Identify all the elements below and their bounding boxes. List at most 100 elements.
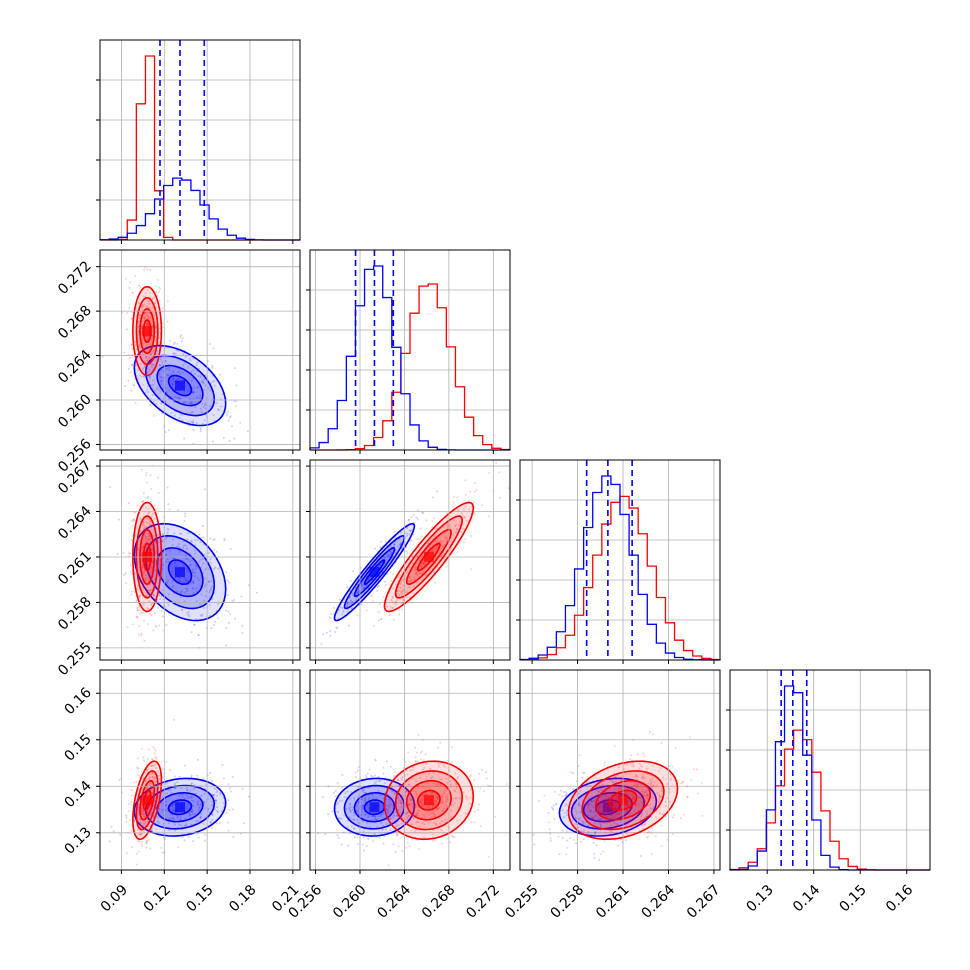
scatter-point	[227, 829, 230, 832]
scatter-point	[160, 846, 163, 849]
scatter-point	[498, 471, 501, 474]
scatter-point	[481, 768, 484, 771]
scatter-point	[590, 800, 593, 803]
scatter-point	[601, 783, 604, 786]
scatter-point	[346, 602, 349, 605]
scatter-point	[613, 775, 616, 778]
scatter-point	[456, 550, 459, 553]
scatter-point	[136, 584, 139, 587]
scatter-point	[634, 803, 637, 806]
scatter-point	[152, 776, 155, 779]
scatter-point	[395, 814, 398, 817]
scatter-point	[189, 582, 192, 585]
density-peak	[175, 802, 185, 813]
scatter-point	[436, 796, 439, 799]
scatter-point	[146, 811, 149, 814]
contour-line	[582, 792, 633, 823]
scatter-point	[164, 400, 167, 403]
scatter-point	[138, 840, 141, 843]
scatter-point	[381, 825, 384, 828]
scatter-point	[433, 772, 436, 775]
scatter-point	[207, 551, 210, 554]
scatter-point	[596, 777, 599, 780]
scatter-point	[155, 758, 158, 761]
scatter-point	[158, 336, 161, 339]
scatter-point	[452, 797, 455, 800]
scatter-point	[147, 300, 150, 303]
scatter-point	[189, 563, 192, 566]
contour-line	[132, 285, 163, 377]
scatter-point	[443, 792, 446, 795]
scatter-point	[145, 506, 148, 509]
scatter-point	[603, 780, 606, 783]
scatter-point	[174, 829, 177, 832]
scatter-point	[167, 503, 170, 506]
scatter-point	[415, 537, 418, 540]
scatter-point	[158, 821, 161, 824]
scatter-point	[387, 804, 390, 807]
scatter-point	[124, 277, 127, 280]
scatter-point	[463, 516, 466, 519]
scatter-point	[643, 791, 646, 794]
scatter-point	[349, 809, 352, 812]
scatter-point	[565, 830, 568, 833]
histogram-series	[309, 265, 510, 451]
scatter-point	[150, 788, 153, 791]
scatter-point	[216, 810, 219, 813]
scatter-point	[134, 511, 137, 514]
scatter-point	[644, 820, 647, 823]
scatter-point	[190, 783, 193, 786]
scatter-point	[152, 574, 155, 577]
scatter-point	[446, 781, 449, 784]
panel-diag-0	[96, 40, 300, 244]
scatter-point	[444, 537, 447, 540]
scatter-point	[581, 793, 584, 796]
scatter-point	[417, 541, 420, 544]
scatter-point	[605, 821, 608, 824]
scatter-point	[158, 624, 161, 627]
scatter-point	[139, 818, 142, 821]
scatter-point	[203, 833, 206, 836]
scatter-point	[590, 800, 593, 803]
scatter-point	[153, 296, 156, 299]
scatter-point	[346, 819, 349, 822]
scatter-point	[125, 820, 128, 823]
panel-2-0	[109, 464, 258, 649]
scatter-point	[346, 610, 349, 613]
scatter-point	[413, 578, 416, 581]
scatter-point	[189, 402, 192, 405]
scatter-point	[129, 571, 132, 574]
scatter-point	[348, 808, 351, 811]
scatter-point	[186, 789, 189, 792]
scatter-point	[146, 367, 149, 370]
scatter-point	[138, 385, 141, 388]
scatter-point	[446, 797, 449, 800]
scatter-point	[615, 797, 618, 800]
scatter-point	[345, 808, 348, 811]
scatter-point	[141, 810, 144, 813]
scatter-point	[152, 746, 155, 749]
scatter-point	[623, 768, 626, 771]
scatter-point	[156, 476, 159, 479]
scatter-point	[470, 520, 473, 523]
scatter-point	[147, 324, 150, 327]
scatter-point	[377, 611, 380, 614]
scatter-point	[140, 332, 143, 335]
scatter-point	[157, 286, 160, 289]
scatter-point	[652, 796, 655, 799]
scatter-point	[145, 359, 148, 362]
scatter-point	[161, 540, 164, 543]
scatter-point	[210, 587, 213, 590]
scatter-point	[441, 799, 444, 802]
scatter-point	[641, 793, 644, 796]
scatter-point	[638, 767, 641, 770]
scatter-point	[184, 385, 187, 388]
scatter-point	[666, 797, 669, 800]
scatter-point	[580, 830, 583, 833]
scatter-point	[618, 811, 621, 814]
scatter-point	[415, 793, 418, 796]
scatter-point	[461, 527, 464, 530]
scatter-point	[363, 586, 366, 589]
scatter-point	[357, 766, 360, 769]
scatter-point	[441, 553, 444, 556]
